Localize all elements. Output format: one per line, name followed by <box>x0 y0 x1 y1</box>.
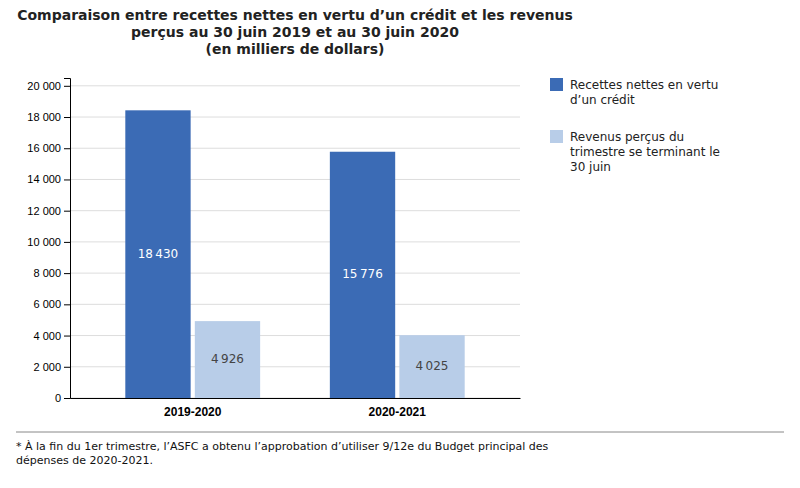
y-axis-line <box>64 79 71 399</box>
y-tick-mark <box>64 86 70 87</box>
y-tick: 2 000 <box>33 361 70 373</box>
legend-label-line: Revenus perçus du <box>570 130 684 144</box>
y-tick-label: 6 000 <box>33 298 61 310</box>
bar <box>399 335 464 398</box>
y-tick-mark <box>64 148 70 149</box>
legend-label-line: d’un crédit <box>570 93 635 107</box>
y-tick-label: 18 000 <box>27 111 61 123</box>
y-tick: 20 000 <box>27 80 70 92</box>
y-tick-label: 0 <box>55 392 61 404</box>
x-tick: 2019-2020 <box>164 405 222 419</box>
footnote-line: dépenses de 2020-2021. <box>16 454 153 467</box>
grid-line <box>70 85 520 86</box>
legend-item: Recettes nettes en vertud’un crédit <box>550 78 718 107</box>
footnote: * À la fin du 1er trimestre, l’ASFC a ob… <box>16 440 549 467</box>
y-tick-mark <box>64 179 70 180</box>
bar <box>330 152 395 398</box>
y-tick-mark <box>64 398 70 399</box>
title-line: Comparaison entre recettes nettes en ver… <box>17 7 573 23</box>
y-tick-label: 12 000 <box>27 205 61 217</box>
legend-swatch <box>550 78 563 91</box>
chart: Comparaison entre recettes nettes en ver… <box>0 0 800 488</box>
y-tick-label: 10 000 <box>27 236 61 248</box>
y-tick: 8 000 <box>33 267 70 279</box>
x-tick: 2020-2021 <box>369 405 427 419</box>
plot: 0 2 000 4 000 6 000 8 000 10 000 12 000 14 000 1… <box>27 79 520 419</box>
legend-label: Revenus perçus dutrimestre se terminant … <box>570 130 720 174</box>
y-tick-label: 14 000 <box>27 173 61 185</box>
y-tick: 0 <box>55 392 70 404</box>
legend-label-line: trimestre se terminant le <box>570 145 720 159</box>
y-tick-label: 4 000 <box>33 330 61 342</box>
footnote-separator <box>16 432 784 433</box>
legend-label: Recettes nettes en vertud’un crédit <box>570 78 718 107</box>
bar <box>195 321 260 398</box>
legend: Recettes nettes en vertud’un crédit Reven… <box>550 78 720 174</box>
legend-label-line: 30 juin <box>570 160 611 174</box>
data-label: 4 926 <box>211 352 244 366</box>
data-label: 4 025 <box>416 359 449 373</box>
y-tick-label: 20 000 <box>27 80 61 92</box>
y-tick: 14 000 <box>27 173 70 185</box>
legend-label-line: Recettes nettes en vertu <box>570 78 718 92</box>
y-tick: 18 000 <box>27 111 70 123</box>
y-tick: 6 000 <box>33 298 70 310</box>
y-axis: 0 2 000 4 000 6 000 8 000 10 000 12 000 14 000 1… <box>27 79 70 405</box>
y-tick-mark <box>64 211 70 212</box>
data-labels: 18 430 15 776 4 926 4 025 <box>138 247 449 373</box>
bar <box>125 110 190 398</box>
title: Comparaison entre recettes nettes en ver… <box>17 7 573 57</box>
y-tick-label: 16 000 <box>27 142 61 154</box>
bars <box>125 110 464 398</box>
y-tick-mark <box>64 117 70 118</box>
x-axis: 2019-2020 2020-2021 <box>71 399 521 419</box>
y-tick-label: 2 000 <box>33 361 61 373</box>
x-tick-label: 2020-2021 <box>369 405 427 419</box>
y-tick-mark <box>64 304 70 305</box>
y-tick: 4 000 <box>33 330 70 342</box>
legend-swatch <box>550 130 563 143</box>
title-line: perçus au 30 juin 2019 et au 30 juin 202… <box>131 24 459 40</box>
y-tick-label: 8 000 <box>33 267 61 279</box>
grid <box>70 86 520 398</box>
y-tick-mark <box>64 242 70 243</box>
data-label: 15 776 <box>342 267 383 281</box>
y-tick-mark <box>64 273 70 274</box>
data-label: 18 430 <box>138 247 179 261</box>
legend-item: Revenus perçus dutrimestre se terminant … <box>550 130 720 174</box>
title-line: (en milliers de dollars) <box>206 41 385 57</box>
y-tick: 10 000 <box>27 236 70 248</box>
y-tick-mark <box>64 336 70 337</box>
x-tick-label: 2019-2020 <box>164 405 222 419</box>
y-tick: 12 000 <box>27 205 70 217</box>
x-axis-line <box>71 398 521 399</box>
y-tick-mark <box>64 367 70 368</box>
y-tick: 16 000 <box>27 142 70 154</box>
footnote-line: * À la fin du 1er trimestre, l’ASFC a ob… <box>16 440 549 453</box>
